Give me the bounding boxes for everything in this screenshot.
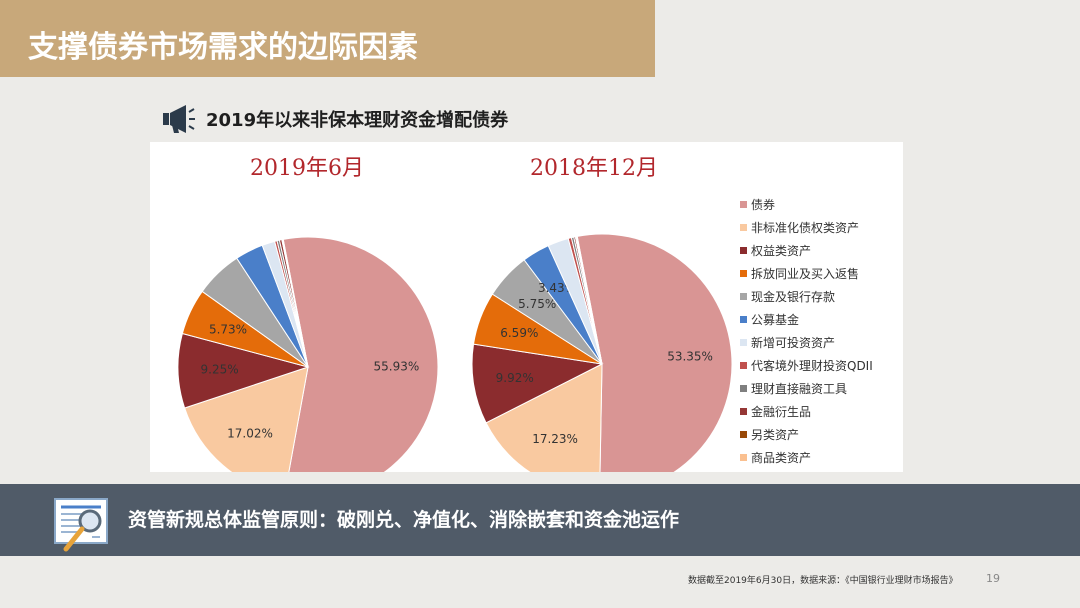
data-label: 5.73% <box>209 322 247 336</box>
pie-slice <box>282 238 309 368</box>
banner-text: 资管新规总体监管原则：破刚兑、净值化、消除嵌套和资金池运作 <box>128 509 680 531</box>
legend-label: 另类资产 <box>751 428 799 442</box>
pie-slice <box>282 236 439 472</box>
pie-slice <box>575 235 603 365</box>
data-label: 53.35% <box>667 349 713 363</box>
principle-banner <box>0 484 1080 556</box>
legend-swatch <box>740 454 747 461</box>
legend-label: 权益类资产 <box>751 244 811 258</box>
legend-label: 金融衍生品 <box>751 404 811 419</box>
chart-title-0: 2019年6月 <box>250 156 364 181</box>
legend-swatch <box>740 339 747 346</box>
legend-swatch <box>740 201 747 208</box>
pie-slice <box>471 343 604 424</box>
pie-slice <box>485 363 603 472</box>
legend-swatch <box>740 385 747 392</box>
legend-swatch <box>740 270 747 277</box>
legend-label: 公募基金 <box>751 312 799 327</box>
pie-slice <box>183 366 309 472</box>
legend-swatch <box>740 431 747 438</box>
legend-label: 非标准化债权类资产 <box>751 221 859 235</box>
pie-charts: 2019年6月 55.93% 17.02% 9.25% 5.73% 2018年12月 53.… <box>177 156 873 472</box>
legend-swatch <box>740 316 747 323</box>
legend-swatch <box>740 247 747 254</box>
footnote: 数据截至2019年6月30日，数据来源：《中国银行业理财市场报告》 <box>688 576 958 586</box>
legend-label: 拆放同业及买入返售 <box>751 266 859 281</box>
legend-swatch <box>740 408 747 415</box>
megaphone-icon <box>163 105 195 133</box>
title-bar: 支撑债券市场需求的边际因素 <box>0 0 655 77</box>
pie-slice <box>576 233 733 472</box>
chart-panel: 2019年6月 55.93% 17.02% 9.25% 5.73% 2018年12月 53.… <box>150 142 903 472</box>
data-label: 55.93% <box>374 360 420 374</box>
legend-label: 代客境外理财投资QDII <box>751 358 873 373</box>
legend-label: 现金及银行存款 <box>751 289 835 304</box>
document-magnifier-icon <box>54 498 108 552</box>
legend-label: 债券 <box>751 197 775 212</box>
legend-label: 理财直接融资工具 <box>751 381 847 396</box>
chart-title-1: 2018年12月 <box>530 156 658 181</box>
data-label: 9.92% <box>496 371 534 385</box>
legend-swatch <box>740 293 747 300</box>
page-number: 19 <box>986 572 1000 585</box>
data-label: 17.23% <box>532 432 578 446</box>
legend-label: 商品类资产 <box>751 450 811 465</box>
data-label: 6.59% <box>500 326 538 340</box>
chart-subtitle: 2019年以来非保本理财资金增配债券 <box>162 104 508 134</box>
data-label: 9.25% <box>201 363 239 377</box>
slide-title: 支撑债券市场需求的边际因素 <box>28 30 418 65</box>
legend-label: 新增可投资资产 <box>751 335 835 350</box>
subtitle-text: 2019年以来非保本理财资金增配债券 <box>206 110 509 131</box>
data-label: 17.02% <box>227 427 273 441</box>
legend-swatch <box>740 362 747 369</box>
data-label: 5.75% <box>518 297 556 311</box>
legend-swatch <box>740 224 747 231</box>
